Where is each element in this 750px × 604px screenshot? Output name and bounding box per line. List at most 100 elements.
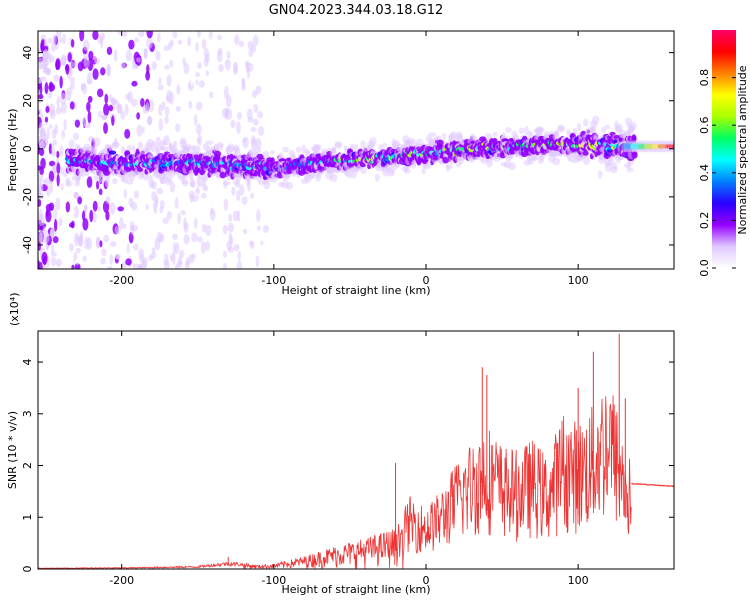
spectrogram-noise-spot [157,84,164,91]
spectrogram-noise-spot [82,218,89,231]
spectrogram-noise-spot [217,47,223,57]
spectrogram-halo-spot [131,145,136,154]
spectrogram-noise-spot [117,104,123,114]
spectrogram-noise-spot [230,119,236,129]
spectrogram-x-tick-label: -100 [261,274,286,287]
spectrogram-noise-spot [193,217,198,229]
spectrogram-noise-spot [125,49,133,62]
spectrogram-noise-spot [92,211,97,224]
spectrogram-noise-spot [108,94,113,103]
spectrogram-ridge-spot [476,150,481,158]
spectrogram-noise-spot [82,116,87,128]
spectrogram-halo-spot [538,126,545,133]
spectrogram-halo-spot [74,175,81,182]
spectrogram-halo-spot [306,150,311,155]
spectrogram-y-tick-label: -20 [21,188,34,206]
spectrogram-noise-spot [98,188,103,196]
spectrogram-halo-spot [310,172,316,179]
spectrogram-noise-spot [48,143,53,155]
spectrogram-noise-spot [174,197,179,209]
spectrogram-halo-spot [120,146,125,152]
spectrogram-noise-spot [256,209,261,223]
spectrogram-noise-spot [38,261,43,269]
spectrogram-noise-spot [96,88,104,98]
spectrogram-noise-spot [208,260,213,269]
snr-y-multiplier: (x10⁴) [8,293,21,327]
spectrogram-noise-spot [210,207,214,216]
spectrogram-noise-spot [225,94,232,108]
spectrogram-halo-spot [415,138,424,146]
spectrogram-noise-spot [86,72,93,85]
spectrogram-noise-spot [245,61,250,73]
spectrogram-noise-spot [237,250,242,262]
colorbar-tick-label: 0.6 [698,116,711,134]
figure-title: GN04.2023.344.03.18.G12 [269,3,444,18]
spectrogram-halo-spot [329,173,338,182]
spectrogram-noise-spot [106,63,111,77]
spectrogram-halo-spot [137,169,145,180]
spectrogram-noise-spot [227,222,235,233]
spectrogram-noise-spot [169,59,174,68]
spectrogram-noise-spot [145,71,151,81]
spectrogram-noise-spot [55,106,62,115]
spectrogram-noise-spot [233,243,240,252]
spectrogram-noise-spot [124,103,129,116]
spectrogram-noise-spot [92,200,98,212]
spectrogram-halo-spot [609,165,618,174]
spectrogram-noise-spot [65,201,71,213]
spectrogram-noise-spot [167,225,172,237]
spectrogram-noise-spot [183,62,190,75]
spectrogram-halo-spot [625,117,633,126]
spectrogram-noise-spot [161,211,166,218]
spectrogram-noise-spot [159,199,165,210]
spectrogram-halo-spot [295,146,302,154]
spectrogram-y-tick-label: 40 [21,46,34,60]
spectrogram-noise-spot [253,118,259,126]
spectrogram-noise-spot [126,243,130,254]
spectrogram-halo-spot [441,133,447,141]
snr-y-ticks: 0 1 2 3 4 [21,359,674,573]
snr-y-axis-label: SNR (10 * v/v) [6,411,19,489]
spectrogram-x-axis-label: Height of straight line (km) [281,284,430,297]
spectrogram-noise-spot [48,124,53,130]
spectrogram-noise-spot [66,91,72,102]
spectrogram-noise-spot [62,33,66,45]
spectrogram-halo-spot [551,149,558,155]
spectrogram-noise-spot [153,123,158,133]
snr-series-line [38,395,632,569]
spectrogram-noise-spot [48,170,55,183]
spectrogram-noise-spot [86,101,91,112]
spectrogram-noise-spot [105,210,110,221]
spectrogram-noise-spot [187,36,192,47]
spectrogram-tail-spot [671,144,674,149]
spectrogram-noise-spot [246,88,250,95]
spectrogram-halo-spot [68,139,75,149]
spectrogram-noise-spot [145,204,149,210]
spectrogram-noise-spot [176,84,181,95]
spectrogram-noise-spot [239,184,245,196]
spectrogram-noise-spot [132,263,140,269]
spectrogram-noise-spot [71,175,76,181]
spectrogram-noise-spot [196,123,202,136]
spectrogram-noise-spot [257,110,263,119]
spectrogram-halo-spot [533,154,539,161]
spectrogram-halo-spot [93,137,101,147]
spectrogram-noise-spot [147,115,153,126]
spectrogram-noise-spot [83,39,90,51]
snr-plateau-line [631,482,674,488]
spectrogram-noise-spot [193,114,198,126]
spectrogram-noise-spot [81,210,86,221]
spectrogram-noise-spot [214,231,220,239]
spectrogram-y-ticks: -40 -20 0 20 40 [21,46,674,254]
spectrogram-noise-spot [203,48,210,59]
spectrogram-noise-spot [100,32,106,41]
spectrogram-noise-spot [222,224,228,235]
spectrogram-noise-spot [45,210,52,223]
spectrogram-x-ticks: -200 -100 0 100 [109,31,589,287]
spectrogram-noise-spot [169,181,176,193]
spectrogram-noise-spot [117,206,124,212]
spectrogram-noise-spot [224,58,231,71]
spectrogram-noise-spot [226,50,231,59]
spectrogram-halo-spot [180,179,189,185]
